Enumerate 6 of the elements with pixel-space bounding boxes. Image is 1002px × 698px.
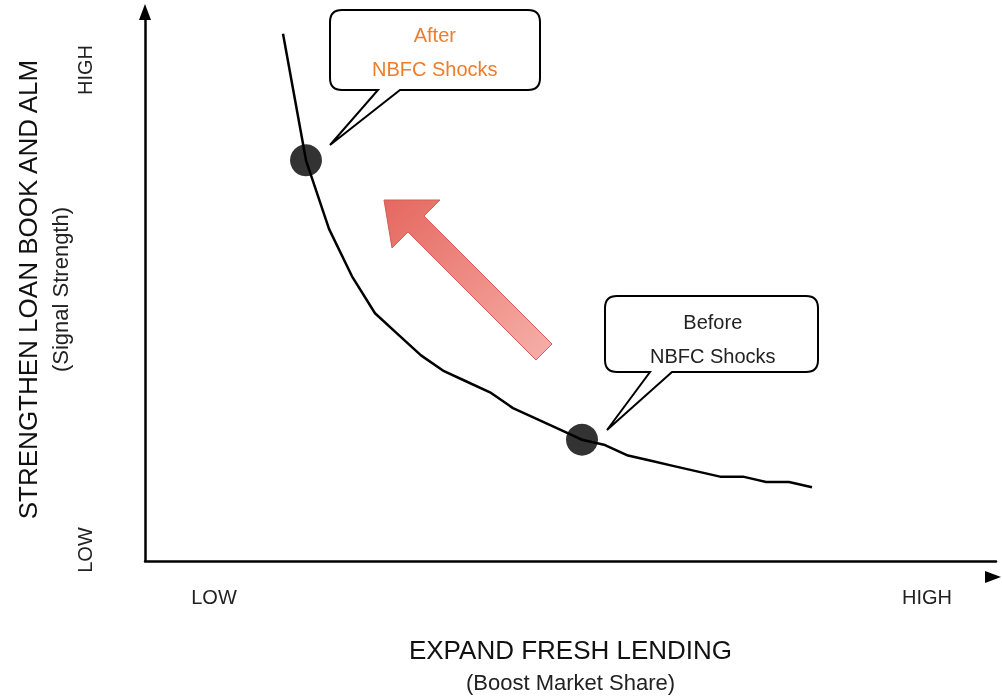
annotation: Before NBFC Shocks [650, 310, 776, 369]
text: HIGH [73, 45, 97, 95]
x-axis-title: EXPAND FRESH LENDING (Boost Market Share) [408, 635, 733, 695]
y-axis-title: STRENGTHEN LOAN BOOK AND ALM (Signal Strength) [13, 59, 73, 520]
text: LOW [72, 527, 97, 573]
annotation: After NBFC Shocks [372, 23, 498, 82]
